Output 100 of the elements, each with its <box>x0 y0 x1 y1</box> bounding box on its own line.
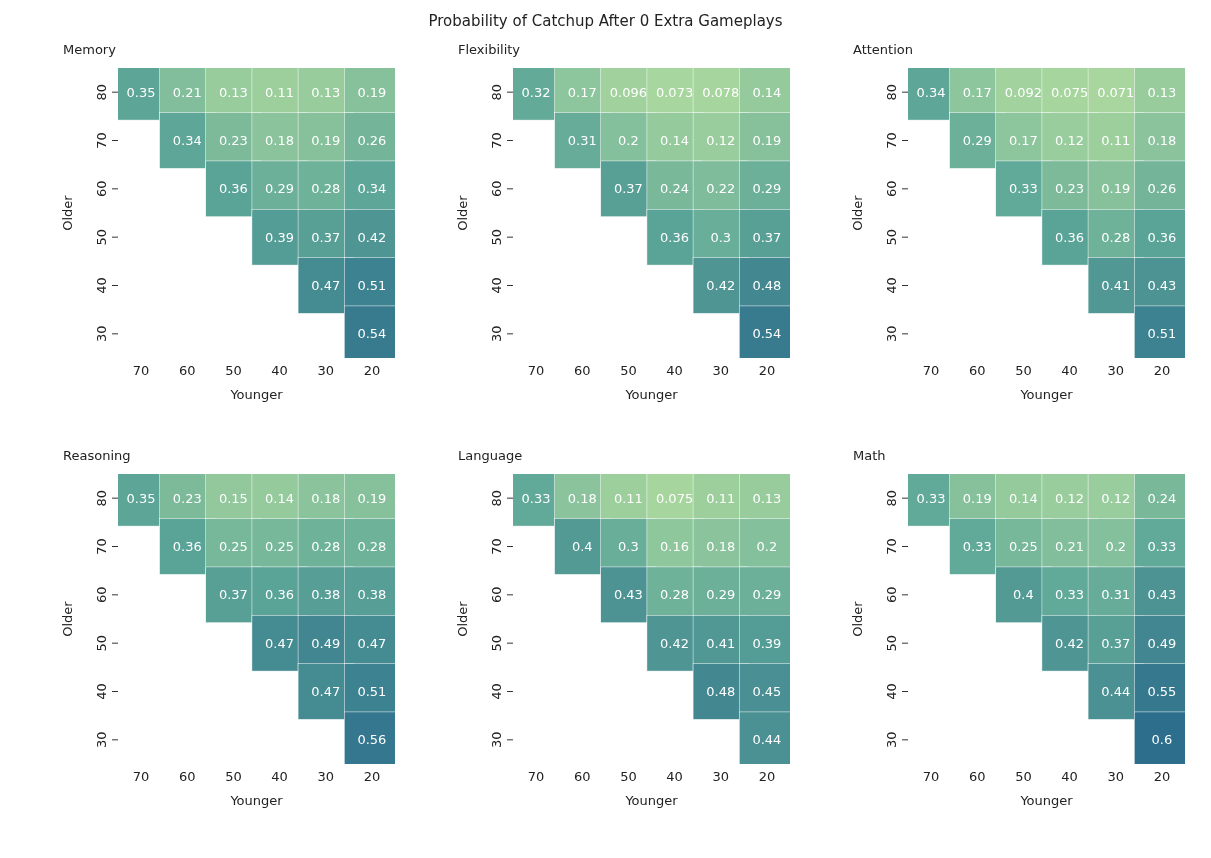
x-tick-label: 60 <box>573 769 591 785</box>
data-label: 0.38 <box>311 587 341 603</box>
data-label: 0.29 <box>752 587 782 603</box>
x-tick-label: 70 <box>527 363 545 379</box>
data-label: 0.44 <box>752 732 782 748</box>
data-label: 0.14 <box>265 490 295 506</box>
data-label: 0.43 <box>1147 587 1177 603</box>
data-label: 0.11 <box>613 490 643 506</box>
chart-title: Memory <box>63 42 117 59</box>
data-label: 0.36 <box>1147 229 1177 245</box>
data-label: 0.13 <box>752 490 782 506</box>
data-label: 0.19 <box>962 490 992 506</box>
y-tick-label: 40 <box>884 277 899 294</box>
y-tick-label: 30 <box>489 731 504 749</box>
data-label: 0.36 <box>660 229 690 245</box>
data-label: 0.33 <box>916 490 946 506</box>
x-tick-label: 50 <box>620 769 637 785</box>
x-axis-title: Younger <box>229 387 284 402</box>
data-label: 0.21 <box>172 84 202 100</box>
data-label: 0.2 <box>756 539 778 554</box>
data-label: 0.42 <box>706 278 736 293</box>
data-label: 0.28 <box>660 587 690 603</box>
y-tick-label: 80 <box>489 83 504 101</box>
data-label: 0.31 <box>567 133 597 148</box>
y-tick-label: 30 <box>884 731 899 749</box>
y-tick-label: 50 <box>94 634 109 652</box>
x-tick-label: 50 <box>1015 363 1032 379</box>
data-label: 0.47 <box>311 684 341 699</box>
y-tick-label: 80 <box>884 83 899 101</box>
data-label: 0.33 <box>962 539 992 554</box>
x-axis-title: Younger <box>624 387 679 402</box>
data-label: 0.11 <box>265 84 295 100</box>
data-label: 0.13 <box>311 84 341 100</box>
x-tick-label: 70 <box>132 769 150 785</box>
chart-title: Language <box>458 448 524 465</box>
data-label: 0.3 <box>618 539 639 554</box>
data-label: 0.24 <box>660 181 690 197</box>
data-label: 0.44 <box>1101 684 1131 699</box>
x-tick-label: 40 <box>271 769 288 785</box>
x-tick-label: 70 <box>132 363 150 379</box>
data-label: 0.17 <box>1008 133 1038 148</box>
data-label: 0.28 <box>311 539 341 554</box>
y-tick-label: 50 <box>884 634 899 652</box>
data-label: 0.24 <box>1147 490 1177 506</box>
data-label: 0.41 <box>706 635 736 651</box>
data-label: 0.43 <box>613 587 643 603</box>
x-axis-title: Younger <box>229 793 284 808</box>
y-tick-label: 40 <box>884 683 899 700</box>
data-label: 0.18 <box>265 133 295 148</box>
x-tick-label: 70 <box>922 363 940 379</box>
y-axis-title: Older <box>59 600 75 637</box>
y-axis-title: Older <box>454 600 470 637</box>
data-label: 0.56 <box>357 732 387 748</box>
y-tick-label: 30 <box>94 731 109 749</box>
data-label: 0.18 <box>311 490 341 506</box>
data-label: 0.23 <box>1055 181 1085 197</box>
data-label: 0.075 <box>1050 84 1089 100</box>
y-axis-title: Older <box>59 194 75 231</box>
data-label: 0.19 <box>752 133 782 148</box>
x-tick-label: 20 <box>1153 769 1171 785</box>
data-label: 0.12 <box>706 133 736 148</box>
data-label: 0.29 <box>962 133 992 148</box>
data-label: 0.19 <box>311 133 341 148</box>
data-label: 0.47 <box>311 278 341 293</box>
data-label: 0.12 <box>1055 133 1085 148</box>
x-tick-label: 40 <box>1061 363 1078 379</box>
data-label: 0.18 <box>1147 133 1177 148</box>
data-label: 0.43 <box>1147 278 1177 293</box>
data-label: 0.22 <box>706 181 736 197</box>
data-label: 0.36 <box>1055 229 1085 245</box>
data-label: 0.23 <box>218 133 248 148</box>
y-tick-label: 80 <box>489 489 504 507</box>
data-label: 0.45 <box>752 684 782 699</box>
data-label: 0.26 <box>1147 181 1177 197</box>
data-label: 0.36 <box>265 587 295 603</box>
data-label: 0.13 <box>1147 84 1177 100</box>
data-label: 0.18 <box>567 490 597 506</box>
data-label: 0.12 <box>1055 490 1085 506</box>
data-label: 0.17 <box>567 84 597 100</box>
x-tick-label: 30 <box>1107 363 1125 379</box>
y-tick-label: 40 <box>489 683 504 700</box>
data-label: 0.25 <box>218 539 248 554</box>
x-tick-label: 60 <box>573 363 591 379</box>
data-label: 0.16 <box>660 539 690 554</box>
y-tick-label: 60 <box>884 180 899 198</box>
data-label: 0.41 <box>1101 278 1131 293</box>
x-tick-label: 40 <box>1061 769 1078 785</box>
x-tick-label: 70 <box>527 769 545 785</box>
x-tick-label: 20 <box>1153 363 1171 379</box>
data-label: 0.35 <box>126 490 156 506</box>
data-label: 0.37 <box>218 587 248 603</box>
data-label: 0.071 <box>1097 84 1135 100</box>
x-axis-title: Younger <box>624 793 679 808</box>
data-label: 0.54 <box>752 326 782 342</box>
x-tick-label: 20 <box>363 769 381 785</box>
data-label: 0.6 <box>1151 732 1173 748</box>
data-label: 0.25 <box>265 539 295 554</box>
x-tick-label: 50 <box>225 363 242 379</box>
y-tick-label: 30 <box>94 325 109 343</box>
data-label: 0.28 <box>357 539 387 554</box>
